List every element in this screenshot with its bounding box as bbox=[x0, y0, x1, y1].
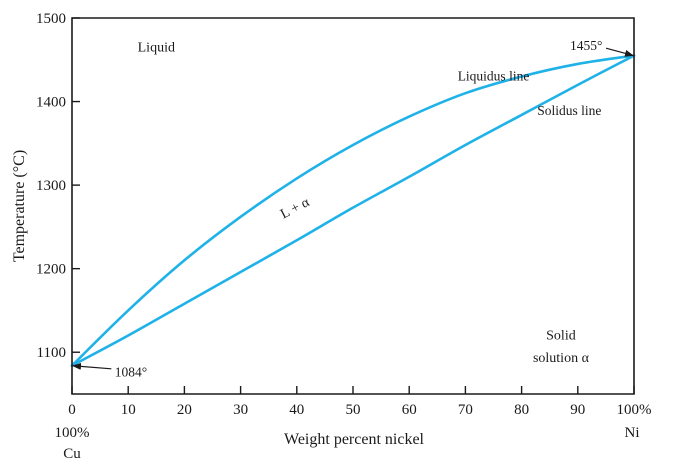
x-end-label-left-element: Cu bbox=[63, 446, 81, 462]
x-axis-ticks: 0 10 20 30 40 50 60 70 80 90 100% bbox=[68, 386, 652, 418]
x-tick-label: 70 bbox=[458, 402, 473, 418]
annotation-1084: 1084° bbox=[115, 364, 147, 379]
y-tick-label: 1300 bbox=[36, 178, 66, 194]
y-axis-title: Temperature (°C) bbox=[11, 150, 28, 262]
x-end-label-right-element: Ni bbox=[625, 425, 640, 441]
x-tick-label: 10 bbox=[121, 402, 136, 418]
solidus-line-label: Solidus line bbox=[537, 103, 601, 118]
x-end-label-left-percent: 100% bbox=[55, 425, 90, 441]
x-axis-title: Weight percent nickel bbox=[284, 431, 425, 448]
phase-curves bbox=[70, 54, 636, 367]
x-tick-label: 100% bbox=[617, 402, 652, 418]
annotation-l: L + α bbox=[278, 195, 312, 222]
annotation-1455: 1455° bbox=[570, 38, 602, 53]
x-tick-label: 40 bbox=[289, 402, 304, 418]
x-tick-label: 0 bbox=[68, 402, 76, 418]
annotation-solution: solution α bbox=[533, 351, 590, 366]
x-tick-label: 90 bbox=[570, 402, 585, 418]
x-tick-label: 60 bbox=[402, 402, 417, 418]
y-tick-label: 1200 bbox=[36, 262, 66, 278]
y-axis-ticks: 1100 1200 1300 1400 1500 bbox=[36, 11, 80, 361]
liquidus-line-label: Liquidus line bbox=[458, 69, 530, 84]
y-tick-label: 1500 bbox=[36, 11, 66, 27]
x-tick-label: 20 bbox=[177, 402, 192, 418]
annotation-arrow bbox=[71, 362, 112, 370]
x-tick-label: 50 bbox=[346, 402, 361, 418]
liquidus-line-curve bbox=[70, 54, 636, 367]
x-tick-label: 30 bbox=[233, 402, 248, 418]
y-tick-label: 1400 bbox=[36, 95, 66, 111]
annotation-arrow bbox=[605, 47, 634, 57]
annotation-liquid: Liquid bbox=[138, 40, 175, 55]
x-tick-label: 80 bbox=[514, 402, 529, 418]
annotation-solid: Solid bbox=[546, 329, 576, 344]
y-tick-label: 1100 bbox=[37, 345, 66, 361]
solidus-line-curve bbox=[70, 54, 636, 367]
chart-annotations: Liquidus line Solidus line Liquid L + α Soli… bbox=[71, 38, 634, 379]
